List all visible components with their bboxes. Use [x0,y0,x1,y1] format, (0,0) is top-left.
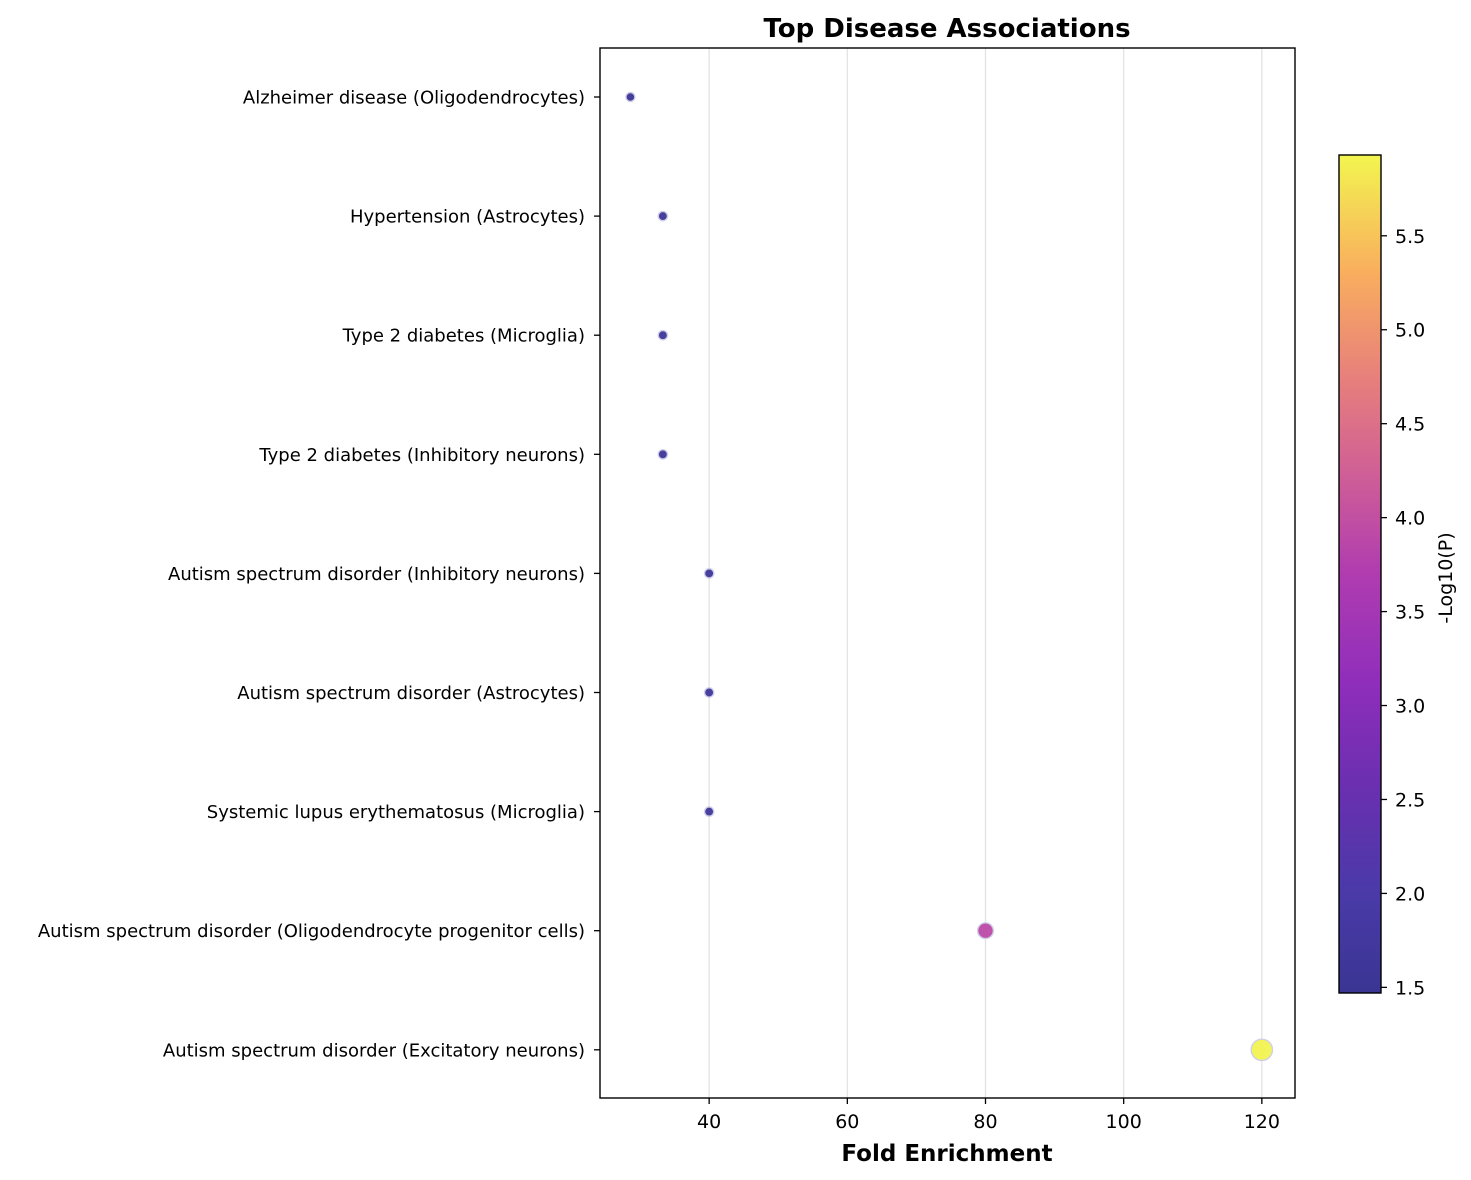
data-point [703,687,715,698]
colorbar-tick-label: 2.0 [1395,883,1425,905]
colorbar-tick-label: 2.5 [1395,789,1425,811]
colorbar-tick-label: 5.0 [1395,320,1425,342]
y-tick-label: Alzheimer disease (Oligodendrocytes) [243,88,585,109]
x-axis-label: Fold Enrichment [841,1141,1052,1167]
x-tick-label: 120 [1244,1111,1280,1133]
data-point [976,922,995,940]
colorbar-tick-label: 3.5 [1395,602,1425,624]
data-point [657,210,669,222]
y-tick-label: Autism spectrum disorder (Oligodendrocyt… [38,921,585,942]
chart-title: Top Disease Associations [763,14,1130,44]
x-axis-ticks: 40 60 80 100 120 [697,1098,1280,1133]
y-tick-label: Autism spectrum disorder (Astrocytes) [237,683,585,704]
colorbar-label: -Log10(P) [1435,532,1457,623]
y-axis-ticks: Alzheimer disease (Oligodendrocytes) Hype… [38,88,600,1061]
y-tick-label: Type 2 diabetes (Inhibitory neurons) [258,445,585,466]
y-tick-label: Hypertension (Astrocytes) [350,207,585,228]
colorbar-tick-label: 5.5 [1395,226,1425,248]
x-tick-label: 80 [973,1111,997,1133]
data-point [703,568,715,579]
colorbar-tick-label: 1.5 [1395,977,1425,999]
data-point [1250,1038,1274,1062]
colorbar-gradient [1338,154,1382,994]
colorbar-ticks: 1.5 2.0 2.5 3.0 3.5 4.0 4.5 5.0 5.5 [1381,226,1425,999]
grid-lines [708,48,1263,1098]
x-tick-label: 60 [835,1111,859,1133]
colorbar-tick-label: 3.0 [1395,696,1425,718]
data-points [625,91,1274,1062]
colorbar: 1.5 2.0 2.5 3.0 3.5 4.0 4.5 5.0 5.5 -Log10(P) [1338,154,1457,999]
colorbar-tick-label: 4.0 [1395,508,1425,530]
data-point [657,448,669,460]
y-tick-label: Autism spectrum disorder (Excitatory neu… [163,1040,585,1061]
data-point [703,806,715,817]
data-point [625,91,636,103]
colorbar-tick-label: 4.5 [1395,414,1425,436]
y-tick-label: Autism spectrum disorder (Inhibitory neu… [168,564,585,585]
y-tick-label: Systemic lupus erythematosus (Microglia) [207,802,585,823]
y-tick-label: Type 2 diabetes (Microglia) [342,326,585,347]
data-point [657,329,669,341]
x-tick-label: 40 [697,1111,721,1133]
x-tick-label: 100 [1106,1111,1142,1133]
